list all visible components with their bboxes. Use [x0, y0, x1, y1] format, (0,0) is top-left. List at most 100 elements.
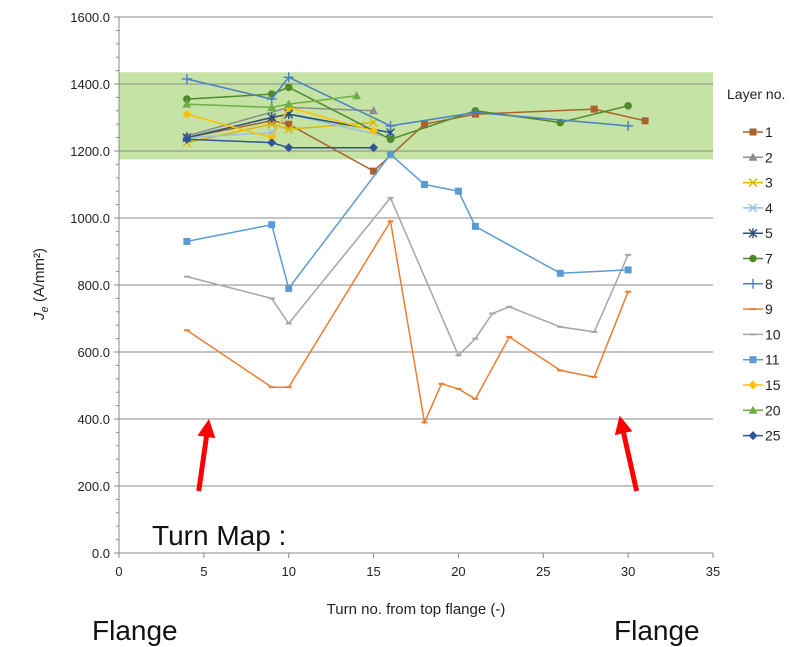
series-3-point [284, 124, 294, 134]
legend-entry-7: 7 [743, 251, 773, 267]
y-axis-title: Je (A/mm²) [31, 248, 51, 321]
series-1-point [590, 105, 598, 113]
legend-marker [749, 128, 757, 136]
legend-entry-25: 25 [743, 428, 781, 444]
legend-label: 7 [765, 251, 773, 267]
series-11-point [268, 221, 276, 229]
series-1-point [420, 120, 428, 128]
series-8-point [266, 94, 277, 105]
series-25-point [267, 138, 277, 148]
series-20-point [182, 99, 192, 108]
series-7-point [386, 135, 395, 144]
series-25 [182, 134, 379, 153]
x-tick-label: 15 [366, 564, 380, 579]
y-tick-label: 800.0 [77, 278, 110, 293]
series-3-line [186, 121, 374, 144]
legend: 1 2 3 4 5 7 8 9 10 11 15 20 25 [743, 124, 781, 444]
series-8-line [186, 76, 629, 127]
y-axis-title-unit: (A/mm²) [31, 248, 48, 306]
series-11-point [183, 237, 191, 245]
series-1-point [285, 120, 293, 128]
series-1-point [370, 167, 378, 175]
series-1-point [641, 117, 649, 125]
series-25-line [186, 138, 374, 149]
series-11 [183, 150, 632, 292]
legend-label: 3 [765, 175, 773, 191]
series-15-point [267, 133, 277, 143]
x-axis-title: Turn no. from top flange (-) [327, 601, 506, 618]
series-25-point [182, 134, 192, 144]
legend-marker [748, 152, 758, 161]
series-2-point [369, 106, 379, 115]
series-20-point [352, 91, 362, 100]
axes: 0.0 200.0 400.0 600.0 800.0 1000.0 1200.0 1400.… [70, 10, 720, 579]
y-axis-title-main: J [31, 312, 48, 321]
series-11-point [420, 181, 428, 188]
series-11-point [387, 150, 395, 158]
legend-entry-2: 2 [743, 149, 773, 165]
series-15-point [182, 109, 192, 119]
legend-label: 25 [765, 428, 781, 444]
legend-label: 9 [765, 301, 773, 317]
y-tick-label: 200.0 [77, 479, 110, 494]
arrows-layer [196, 415, 640, 492]
series-20-point [284, 99, 294, 108]
series-8-point [623, 120, 634, 131]
legend-marker [748, 278, 758, 289]
legend-entry-3: 3 [743, 175, 773, 191]
legend-entry-8: 8 [743, 276, 773, 292]
legend-entry-5: 5 [743, 225, 773, 241]
legend-entry-11: 11 [743, 352, 780, 368]
arrow-right [614, 415, 640, 492]
legend-entry-1: 1 [743, 124, 773, 140]
arrow-head [197, 419, 216, 439]
series-15-line [186, 106, 374, 139]
x-tick-label: 25 [536, 564, 550, 579]
series-8 [181, 72, 634, 131]
series-20-line [186, 94, 357, 109]
arrow-shaft [196, 436, 209, 492]
legend-marker [749, 254, 757, 263]
legend-label: 11 [765, 352, 780, 368]
y-tick-label: 1600.0 [70, 10, 110, 25]
arrow-head [614, 415, 633, 436]
series-8-point [181, 73, 192, 84]
y-axis-title-sub: e [39, 306, 51, 312]
x-tick-label: 30 [621, 564, 635, 579]
legend-marker [749, 356, 757, 364]
series-5-line [186, 113, 391, 139]
x-tick-label: 10 [281, 564, 295, 579]
x-tick-label: 5 [200, 564, 207, 579]
series-8-point [385, 120, 396, 131]
series-8-point [283, 72, 294, 83]
series-15-point [369, 126, 379, 136]
series-9 [183, 219, 632, 425]
series-3-point [267, 119, 277, 129]
series-5-point [267, 112, 277, 123]
flange-right-label: Flange [614, 615, 700, 646]
series-11-point [556, 269, 564, 277]
y-tick-label: 0.0 [92, 546, 110, 561]
series-25-point [284, 143, 294, 153]
legend-entry-9: 9 [743, 301, 773, 317]
legend-label: 20 [765, 402, 781, 418]
series-20 [182, 91, 362, 111]
legend-label: 5 [765, 225, 773, 241]
series-20-point [267, 102, 277, 111]
legend-marker [748, 431, 758, 441]
legend-entry-10: 10 [743, 326, 781, 342]
x-tick-label: 0 [115, 564, 122, 579]
series-25-point [369, 143, 379, 153]
legend-entry-15: 15 [743, 377, 781, 393]
arrow-shaft [621, 432, 640, 492]
y-tick-label: 600.0 [77, 345, 110, 360]
series-7-point [624, 101, 632, 110]
legend-marker [748, 380, 758, 390]
series-7-point [183, 95, 191, 103]
series-layer [181, 72, 649, 425]
series-4-point [267, 128, 277, 138]
legend-label: 15 [765, 377, 781, 393]
legend-label: 2 [765, 149, 773, 165]
y-tick-label: 1200.0 [70, 144, 110, 159]
